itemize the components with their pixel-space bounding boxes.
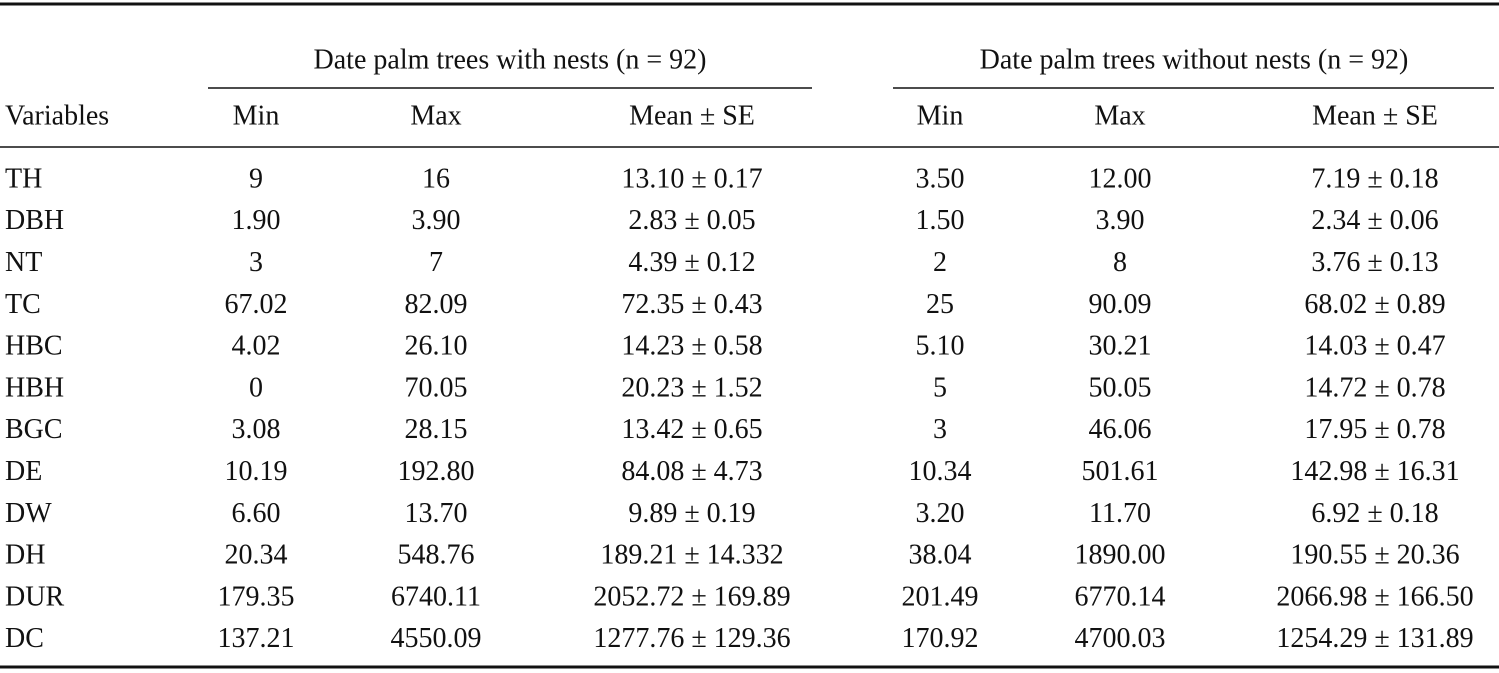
cell: 82.09 xyxy=(405,289,468,320)
cell: 28.15 xyxy=(405,414,468,445)
cell: 142.98 ± 16.31 xyxy=(1290,456,1459,487)
cell: 5 xyxy=(933,372,947,403)
cell: 30.21 xyxy=(1089,331,1152,362)
cell: 13.10 ± 0.17 xyxy=(621,163,762,194)
cell: 84.08 ± 4.73 xyxy=(621,456,762,487)
cell: 14.23 ± 0.58 xyxy=(621,331,762,362)
column-header: Min xyxy=(917,100,964,131)
group-header: Date palm trees without nests (n = 92) xyxy=(980,44,1409,75)
cell: 137.21 xyxy=(218,623,295,654)
cell: 11.70 xyxy=(1089,498,1151,529)
row-label: BGC xyxy=(5,414,63,445)
cell: 2.83 ± 0.05 xyxy=(628,205,755,236)
cell: 8 xyxy=(1113,247,1127,278)
cell: 189.21 ± 14.332 xyxy=(600,540,783,571)
cell: 1254.29 ± 131.89 xyxy=(1276,623,1473,654)
cell: 20.34 xyxy=(225,540,288,571)
cell: 1890.00 xyxy=(1075,540,1166,571)
cell: 3.08 xyxy=(232,414,281,445)
cell: 3 xyxy=(933,414,947,445)
column-header: Min xyxy=(233,100,280,131)
row-label: HBH xyxy=(5,372,64,403)
cell: 9.89 ± 0.19 xyxy=(628,498,755,529)
cell: 3.76 ± 0.13 xyxy=(1311,247,1438,278)
cell: 3 xyxy=(249,247,263,278)
cell: 13.42 ± 0.65 xyxy=(621,414,762,445)
cell: 201.49 xyxy=(902,581,979,612)
cell: 170.92 xyxy=(902,623,979,654)
cell: 6770.14 xyxy=(1075,581,1166,612)
cell: 14.03 ± 0.47 xyxy=(1304,331,1445,362)
cell: 2066.98 ± 166.50 xyxy=(1276,581,1473,612)
row-label: DW xyxy=(5,498,52,529)
cell: 10.19 xyxy=(225,456,288,487)
cell: 14.72 ± 0.78 xyxy=(1304,372,1445,403)
cell: 4.39 ± 0.12 xyxy=(628,247,755,278)
cell: 190.55 ± 20.36 xyxy=(1290,540,1459,571)
cell: 12.00 xyxy=(1089,163,1152,194)
cell: 192.80 xyxy=(398,456,475,487)
cell: 548.76 xyxy=(398,540,475,571)
cell: 90.09 xyxy=(1089,289,1152,320)
cell: 3.90 xyxy=(412,205,461,236)
cell: 13.70 xyxy=(405,498,468,529)
row-label: DUR xyxy=(5,581,64,612)
cell: 38.04 xyxy=(909,540,972,571)
cell: 46.06 xyxy=(1089,414,1152,445)
row-label: HBC xyxy=(5,331,63,362)
cell: 5.10 xyxy=(916,331,965,362)
row-label: NT xyxy=(5,247,42,278)
cell: 4.02 xyxy=(232,331,281,362)
cell: 6740.11 xyxy=(391,581,481,612)
cell: 9 xyxy=(249,163,263,194)
cell: 16 xyxy=(422,163,450,194)
cell: 72.35 ± 0.43 xyxy=(621,289,762,320)
row-label: TH xyxy=(5,163,42,194)
row-label: DC xyxy=(5,623,44,654)
column-header: Max xyxy=(1094,100,1145,131)
cell: 7.19 ± 0.18 xyxy=(1311,163,1438,194)
cell: 179.35 xyxy=(218,581,295,612)
cell: 4550.09 xyxy=(391,623,482,654)
cell: 50.05 xyxy=(1089,372,1152,403)
cell: 70.05 xyxy=(405,372,468,403)
cell: 6.60 xyxy=(232,498,281,529)
cell: 1277.76 ± 129.36 xyxy=(593,623,790,654)
column-header: Variables xyxy=(5,100,109,131)
cell: 26.10 xyxy=(405,331,468,362)
row-label: DBH xyxy=(5,205,64,236)
cell: 10.34 xyxy=(909,456,972,487)
row-label: DE xyxy=(5,456,42,487)
row-label: DH xyxy=(5,540,45,571)
cell: 0 xyxy=(249,372,263,403)
cell: 501.61 xyxy=(1082,456,1159,487)
column-header: Mean ± SE xyxy=(1312,100,1438,131)
cell: 1.50 xyxy=(916,205,965,236)
column-header: Mean ± SE xyxy=(629,100,755,131)
cell: 3.50 xyxy=(916,163,965,194)
row-label: TC xyxy=(5,289,41,320)
group-header: Date palm trees with nests (n = 92) xyxy=(314,44,707,75)
cell: 20.23 ± 1.52 xyxy=(621,372,762,403)
cell: 2.34 ± 0.06 xyxy=(1311,205,1438,236)
cell: 67.02 xyxy=(225,289,288,320)
cell: 4700.03 xyxy=(1075,623,1166,654)
cell: 3.20 xyxy=(916,498,965,529)
cell: 25 xyxy=(926,289,954,320)
column-header: Max xyxy=(410,100,461,131)
cell: 68.02 ± 0.89 xyxy=(1304,289,1445,320)
cell: 2 xyxy=(933,247,947,278)
cell: 7 xyxy=(429,247,443,278)
cell: 3.90 xyxy=(1096,205,1145,236)
cell: 1.90 xyxy=(232,205,281,236)
cell: 17.95 ± 0.78 xyxy=(1304,414,1445,445)
cell: 6.92 ± 0.18 xyxy=(1311,498,1438,529)
cell: 2052.72 ± 169.89 xyxy=(593,581,790,612)
